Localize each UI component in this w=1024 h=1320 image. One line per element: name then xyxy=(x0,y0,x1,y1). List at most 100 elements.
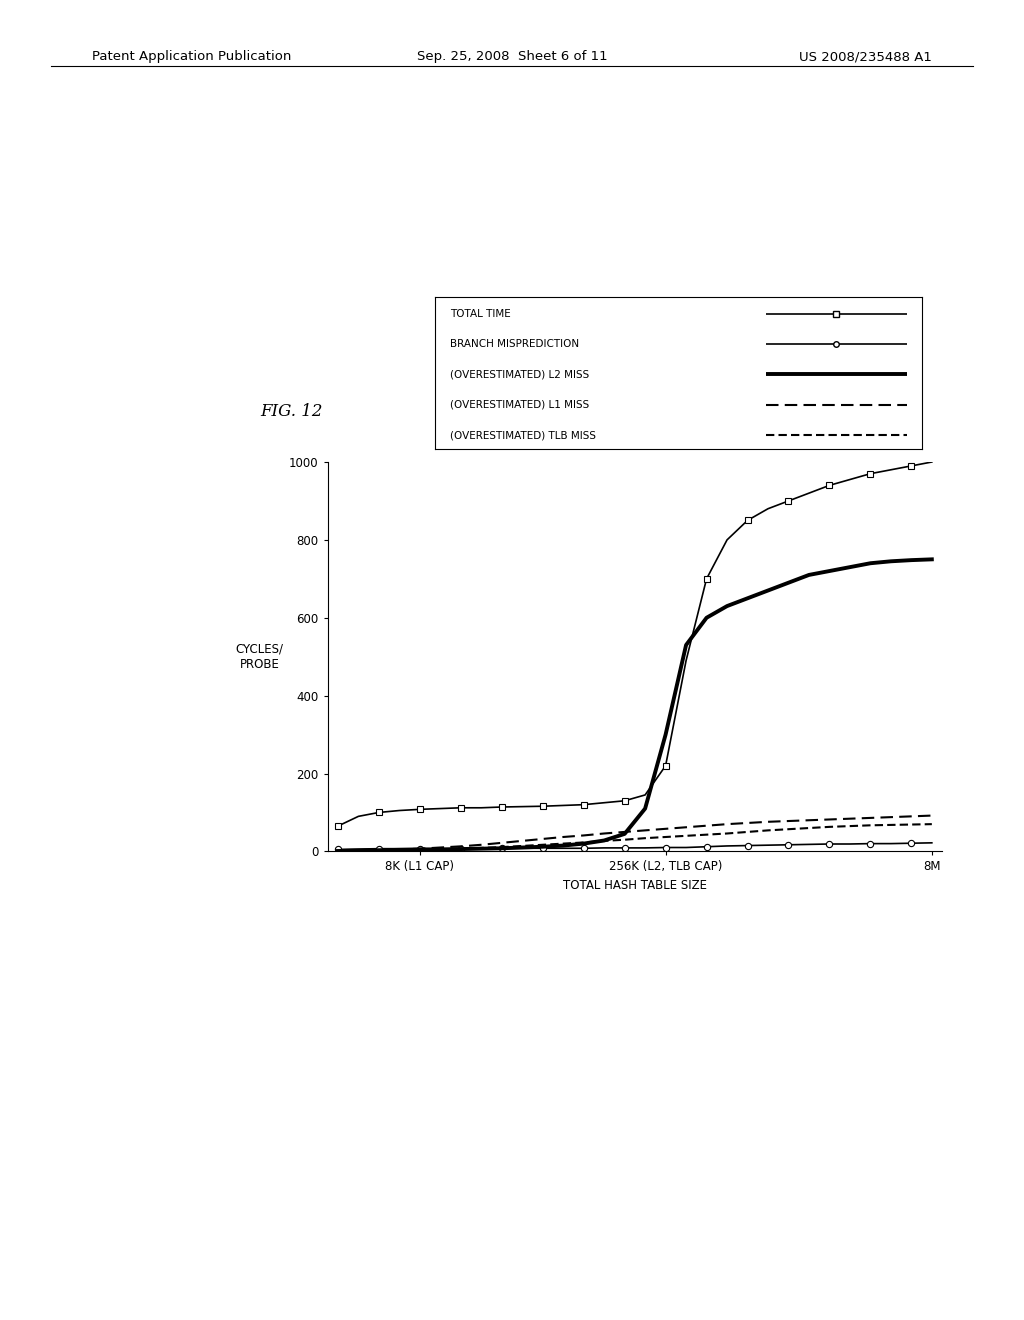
TOTAL TIME xyxy=(414,801,426,817)
TOTAL TIME xyxy=(455,800,467,816)
(OVERESTIMATED) TLB MISS xyxy=(680,828,692,843)
BRANCH MISPREDICTION xyxy=(352,841,365,857)
(OVERESTIMATED) L2 MISS xyxy=(844,560,856,576)
BRANCH MISPREDICTION xyxy=(700,838,713,854)
(OVERESTIMATED) L2 MISS xyxy=(434,842,446,858)
(OVERESTIMATED) L1 MISS xyxy=(393,842,406,858)
BRANCH MISPREDICTION xyxy=(618,840,631,855)
(OVERESTIMATED) TLB MISS xyxy=(844,818,856,834)
BRANCH MISPREDICTION xyxy=(885,836,897,851)
(OVERESTIMATED) TLB MISS xyxy=(618,832,631,847)
BRANCH MISPREDICTION xyxy=(905,836,918,851)
BRANCH MISPREDICTION xyxy=(659,840,672,855)
(OVERESTIMATED) L1 MISS xyxy=(578,828,590,843)
BRANCH MISPREDICTION xyxy=(803,837,815,853)
(OVERESTIMATED) L2 MISS xyxy=(475,841,487,857)
(OVERESTIMATED) L2 MISS xyxy=(414,842,426,858)
BRANCH MISPREDICTION xyxy=(844,836,856,851)
(OVERESTIMATED) L2 MISS xyxy=(803,568,815,583)
(OVERESTIMATED) L2 MISS xyxy=(373,842,385,858)
(OVERESTIMATED) L1 MISS xyxy=(434,840,446,855)
(OVERESTIMATED) TLB MISS xyxy=(762,822,774,838)
TOTAL TIME xyxy=(844,471,856,487)
Text: Patent Application Publication: Patent Application Publication xyxy=(92,50,292,63)
TOTAL TIME xyxy=(926,454,938,470)
TOTAL TIME xyxy=(393,803,406,818)
Line: (OVERESTIMATED) TLB MISS: (OVERESTIMATED) TLB MISS xyxy=(338,824,932,851)
(OVERESTIMATED) L2 MISS xyxy=(680,638,692,653)
TOTAL TIME xyxy=(332,818,344,834)
(OVERESTIMATED) TLB MISS xyxy=(803,820,815,836)
BRANCH MISPREDICTION xyxy=(823,836,836,851)
TOTAL TIME xyxy=(516,799,528,814)
(OVERESTIMATED) L1 MISS xyxy=(680,820,692,836)
(OVERESTIMATED) TLB MISS xyxy=(659,829,672,845)
(OVERESTIMATED) L2 MISS xyxy=(659,726,672,742)
TOTAL TIME xyxy=(496,799,508,814)
(OVERESTIMATED) TLB MISS xyxy=(516,838,528,854)
(OVERESTIMATED) L2 MISS xyxy=(762,582,774,598)
(OVERESTIMATED) TLB MISS xyxy=(639,830,651,846)
(OVERESTIMATED) L1 MISS xyxy=(926,808,938,824)
(OVERESTIMATED) TLB MISS xyxy=(332,843,344,859)
(OVERESTIMATED) L2 MISS xyxy=(905,552,918,568)
TOTAL TIME xyxy=(578,797,590,813)
(OVERESTIMATED) L1 MISS xyxy=(844,810,856,826)
(OVERESTIMATED) L1 MISS xyxy=(864,810,877,826)
(OVERESTIMATED) TLB MISS xyxy=(905,817,918,833)
(OVERESTIMATED) L2 MISS xyxy=(741,590,754,606)
(OVERESTIMATED) L1 MISS xyxy=(352,842,365,858)
Line: (OVERESTIMATED) L1 MISS: (OVERESTIMATED) L1 MISS xyxy=(338,816,932,851)
BRANCH MISPREDICTION xyxy=(639,840,651,855)
(OVERESTIMATED) L1 MISS xyxy=(496,836,508,851)
(OVERESTIMATED) TLB MISS xyxy=(414,842,426,858)
TOTAL TIME xyxy=(823,478,836,494)
(OVERESTIMATED) TLB MISS xyxy=(557,836,569,851)
(OVERESTIMATED) L1 MISS xyxy=(598,825,610,841)
Text: TOTAL TIME: TOTAL TIME xyxy=(450,309,511,318)
(OVERESTIMATED) TLB MISS xyxy=(373,842,385,858)
(OVERESTIMATED) L1 MISS xyxy=(762,814,774,830)
(OVERESTIMATED) L2 MISS xyxy=(926,552,938,568)
(OVERESTIMATED) L2 MISS xyxy=(537,838,549,854)
TOTAL TIME xyxy=(618,793,631,809)
(OVERESTIMATED) TLB MISS xyxy=(475,840,487,855)
TOTAL TIME xyxy=(762,500,774,516)
(OVERESTIMATED) L1 MISS xyxy=(905,808,918,824)
BRANCH MISPREDICTION xyxy=(475,841,487,857)
(OVERESTIMATED) TLB MISS xyxy=(455,841,467,857)
(OVERESTIMATED) L2 MISS xyxy=(578,836,590,851)
BRANCH MISPREDICTION xyxy=(516,841,528,857)
(OVERESTIMATED) TLB MISS xyxy=(434,842,446,858)
(OVERESTIMATED) TLB MISS xyxy=(741,824,754,840)
(OVERESTIMATED) L2 MISS xyxy=(823,564,836,579)
TOTAL TIME xyxy=(803,486,815,502)
(OVERESTIMATED) L1 MISS xyxy=(700,818,713,834)
(OVERESTIMATED) TLB MISS xyxy=(864,817,877,833)
TOTAL TIME xyxy=(905,458,918,474)
BRANCH MISPREDICTION xyxy=(721,838,733,854)
BRANCH MISPREDICTION xyxy=(373,841,385,857)
Text: (OVERESTIMATED) L2 MISS: (OVERESTIMATED) L2 MISS xyxy=(450,370,589,379)
(OVERESTIMATED) L1 MISS xyxy=(455,838,467,854)
(OVERESTIMATED) TLB MISS xyxy=(598,833,610,849)
TOTAL TIME xyxy=(598,795,610,810)
(OVERESTIMATED) L2 MISS xyxy=(639,801,651,817)
(OVERESTIMATED) L1 MISS xyxy=(516,833,528,849)
BRANCH MISPREDICTION xyxy=(557,841,569,857)
Line: BRANCH MISPREDICTION: BRANCH MISPREDICTION xyxy=(335,840,935,853)
BRANCH MISPREDICTION xyxy=(332,842,344,858)
(OVERESTIMATED) L2 MISS xyxy=(393,842,406,858)
Line: (OVERESTIMATED) L2 MISS: (OVERESTIMATED) L2 MISS xyxy=(338,560,932,851)
(OVERESTIMATED) L2 MISS xyxy=(598,833,610,849)
BRANCH MISPREDICTION xyxy=(926,836,938,851)
(OVERESTIMATED) L1 MISS xyxy=(475,837,487,853)
(OVERESTIMATED) L2 MISS xyxy=(618,826,631,842)
(OVERESTIMATED) TLB MISS xyxy=(823,818,836,834)
(OVERESTIMATED) L2 MISS xyxy=(352,842,365,858)
(OVERESTIMATED) L1 MISS xyxy=(537,832,549,847)
(OVERESTIMATED) TLB MISS xyxy=(352,842,365,858)
(OVERESTIMATED) L2 MISS xyxy=(782,574,795,590)
(OVERESTIMATED) L1 MISS xyxy=(414,841,426,857)
(OVERESTIMATED) TLB MISS xyxy=(926,816,938,832)
